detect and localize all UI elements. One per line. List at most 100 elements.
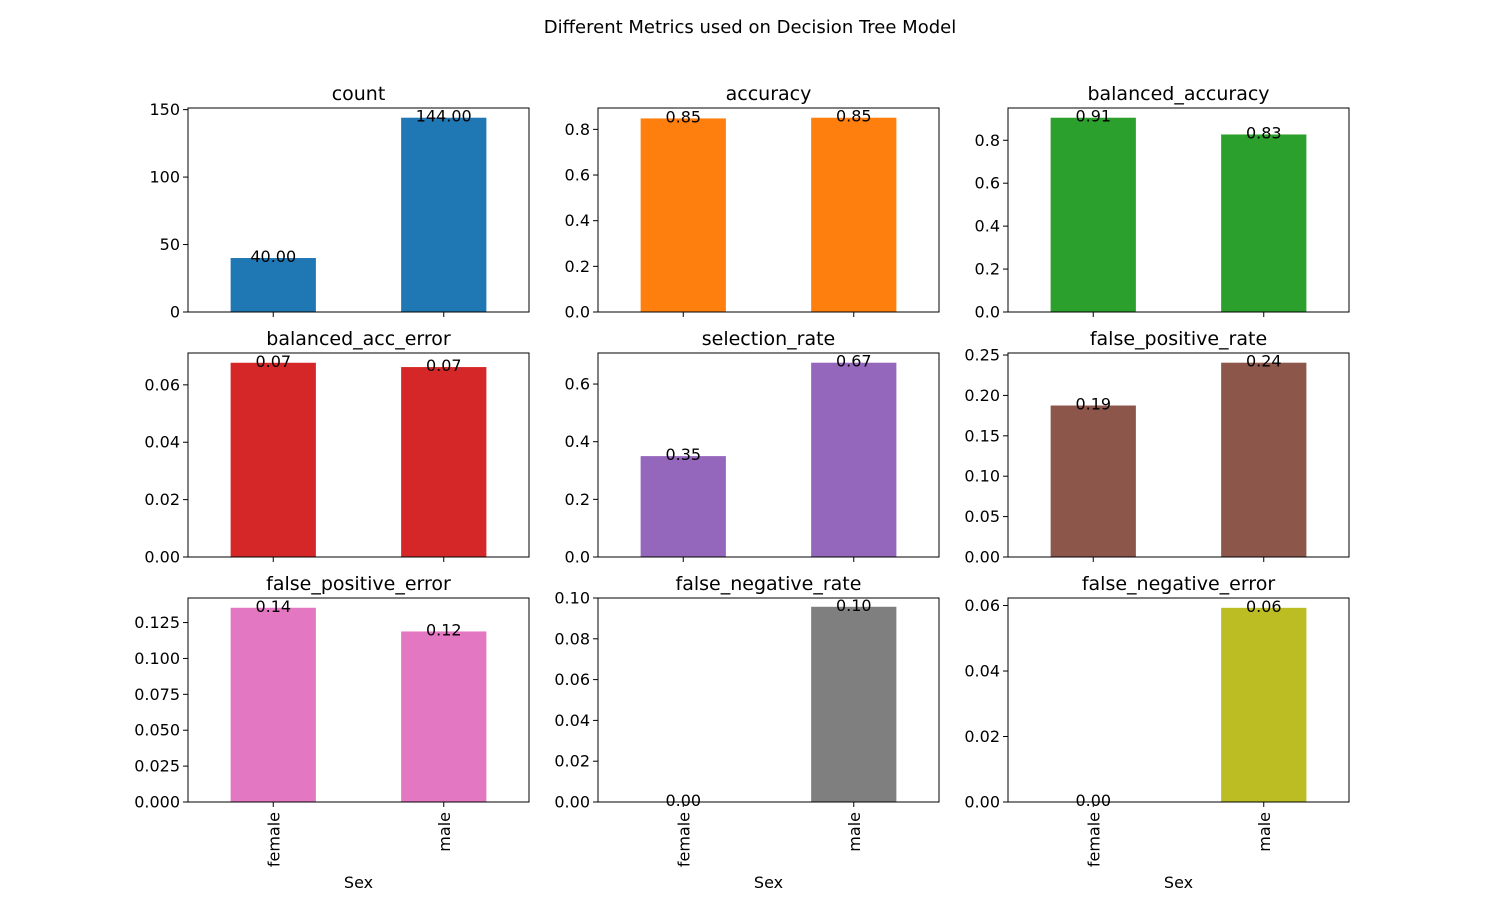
axes-frame [1007,352,1350,558]
data-label-female: 0.35 [665,445,701,464]
subplot-title: false_positive_error [266,573,451,595]
y-tick-label: 0.6 [565,166,590,185]
data-label-female: 0.85 [665,107,701,126]
data-label-female: 0.19 [1075,395,1111,414]
bar-female [230,607,316,802]
y-tick-label: 0.02 [964,727,1000,746]
y-tick-label: 0.2 [565,257,590,276]
bar-male [811,117,897,312]
x-axis-label: Sex [754,873,783,892]
subplot-title: balanced_accuracy [1087,83,1269,105]
subplot-false-positive-error: 0.14 0.12 0.000 0.025 0.050 0.075 0.100 0.125 fa… [134,573,530,892]
axes-frame [187,107,530,313]
y-tick-label: 0.08 [554,629,590,648]
y-tick-label: 50 [160,235,180,254]
data-label-male: 0.85 [836,107,872,126]
y-tick-label: 0.8 [565,120,590,139]
data-label-female: 40.00 [250,247,296,266]
subplot-false-negative-rate: 0.000.100.000.020.040.060.080.10false_ne… [554,573,940,892]
y-tick-label: 0.06 [964,596,1000,615]
data-label-female: 0.00 [665,791,701,810]
subplot-accuracy: 0.85 0.85 0.0 0.2 0.4 0.6 0.8 accuracy [565,83,940,322]
subplot-title: false_positive_rate [1090,328,1267,350]
axes-frame [1007,107,1350,313]
axes-frame [1007,597,1350,803]
x-tick-label-female: female [264,812,283,867]
subplot-title: false_negative_rate [676,573,862,595]
data-label-female: 0.14 [255,597,291,616]
subplot-title: count [332,83,386,105]
subplot-title: balanced_acc_error [266,328,451,350]
y-tick-label: 0.8 [975,131,1000,150]
y-tick-label: 0.04 [554,711,590,730]
y-tick-label: 0.00 [964,793,1000,812]
y-tick-label: 0.125 [134,613,180,632]
bar-female [230,258,316,312]
bar-male [401,117,487,313]
data-label-female: 0.00 [1075,791,1111,810]
y-tick-label: 100 [149,168,180,187]
subplot-title: accuracy [726,83,812,105]
x-tick-label-male: male [845,812,864,852]
subplot-title: false_negative_error [1082,573,1275,595]
axes-frame [597,107,940,313]
y-tick-label: 0 [170,303,180,322]
y-tick-label: 0.10 [554,589,590,608]
data-label-male: 0.06 [1246,597,1282,616]
axes-frame [597,597,940,803]
bar-female [640,118,726,312]
data-label-male: 0.07 [426,356,462,375]
bar-female [1050,117,1136,312]
y-tick-label: 0.15 [964,426,1000,445]
x-tick-label-female: female [674,812,693,867]
axes-frame [597,352,940,558]
x-axis-label: Sex [344,873,373,892]
y-tick-label: 0.025 [134,757,180,776]
bar-male [401,631,487,802]
bar-male [1221,134,1307,312]
subplot-balanced-accuracy: 0.91 0.83 0.0 0.2 0.4 0.6 0.8 balanced_accuracy [975,83,1350,322]
y-tick-label: 0.050 [134,721,180,740]
y-tick-label: 0.6 [565,375,590,394]
y-tick-label: 0.02 [144,490,180,509]
data-label-male: 0.10 [836,596,872,615]
y-tick-label: 0.4 [565,211,590,230]
bar-male [811,606,897,802]
y-tick-label: 0.10 [964,467,1000,486]
bar-male [811,362,897,557]
axes-frame [187,597,530,803]
axes-frame [187,352,530,558]
y-tick-label: 0.0 [565,548,590,567]
y-tick-label: 0.00 [554,793,590,812]
y-tick-label: 0.000 [134,793,180,812]
x-tick-label-male: male [435,812,454,852]
figure-title: Different Metrics used on Decision Tree … [544,17,956,38]
bar-female [640,456,726,557]
y-tick-label: 0.0 [565,303,590,322]
bar-male [401,367,487,557]
bar-male [1221,607,1307,802]
x-axis-label: Sex [1164,873,1193,892]
data-label-male: 0.12 [426,620,462,639]
y-tick-label: 0.06 [554,670,590,689]
y-tick-label: 0.2 [565,490,590,509]
y-tick-label: 0.04 [964,662,1000,681]
y-tick-label: 0.05 [964,507,1000,526]
y-tick-label: 0.0 [975,303,1000,322]
y-tick-label: 0.6 [975,174,1000,193]
data-label-male: 0.67 [836,352,872,371]
data-label-male: 0.83 [1246,123,1282,142]
data-label-male: 144.00 [416,107,472,126]
y-tick-label: 0.00 [964,548,1000,567]
y-tick-label: 0.04 [144,433,180,452]
y-tick-label: 0.25 [964,346,1000,365]
data-label-male: 0.24 [1246,352,1282,371]
bar-female [230,362,316,557]
data-label-female: 0.07 [255,352,291,371]
y-tick-label: 0.00 [144,548,180,567]
subplot-count: 40.00 144.00 0 50 100 150 count [149,83,530,322]
x-tick-label-male: male [1255,812,1274,852]
subplot-false-negative-error: 0.00 0.06 0.00 0.02 0.04 0.06 false_negative_e… [964,573,1350,892]
